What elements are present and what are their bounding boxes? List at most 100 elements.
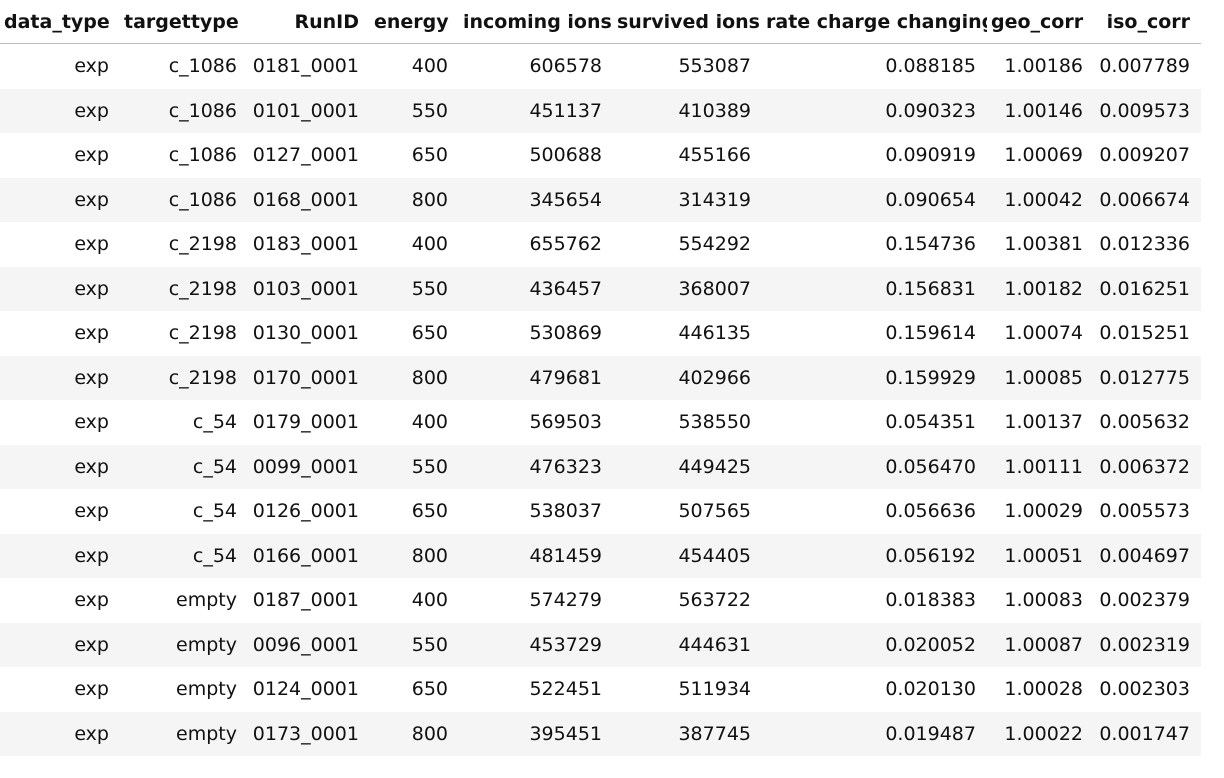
cell-runid: 0173_0001 bbox=[248, 711, 370, 756]
cell-geo-corr: 1.00029 bbox=[1004, 500, 1083, 523]
cell-targettype: c_54 bbox=[192, 500, 237, 523]
cell-iso-corr: 0.006372 bbox=[1094, 444, 1201, 489]
table-body: exp c_1086 0181_0001 400 606578 553087 0.08818… bbox=[0, 44, 1201, 756]
cell-data-type: exp bbox=[0, 88, 120, 133]
cell-energy: 550 bbox=[370, 444, 459, 489]
cell-energy: 800 bbox=[370, 533, 459, 578]
cell-targettype: c_2198 bbox=[120, 266, 248, 311]
cell-data-type: exp bbox=[74, 55, 109, 78]
cell-runid: 0187_0001 bbox=[252, 589, 359, 612]
column-header-energy: energy bbox=[370, 0, 459, 44]
table-row: exp c_2198 0103_0001 550 436457 368007 0.15683… bbox=[0, 266, 1201, 311]
cell-rate-charge-changing: 0.090919 bbox=[885, 144, 976, 167]
cell-rate-charge-changing: 0.088185 bbox=[885, 55, 976, 78]
cell-incoming-ions: 436457 bbox=[459, 266, 613, 311]
cell-survived-ions: 444631 bbox=[613, 622, 762, 667]
cell-data-type: exp bbox=[0, 711, 120, 756]
cell-geo-corr: 1.00111 bbox=[987, 444, 1094, 489]
cell-energy: 650 bbox=[411, 678, 448, 701]
cell-targettype: c_2198 bbox=[168, 233, 237, 256]
cell-data-type: exp bbox=[74, 500, 109, 523]
cell-geo-corr: 1.00085 bbox=[987, 355, 1094, 400]
column-header-data-type: data_type bbox=[0, 0, 120, 44]
cell-rate-charge-changing: 0.056636 bbox=[885, 500, 976, 523]
cell-rate-charge-changing: 0.018383 bbox=[885, 589, 976, 612]
cell-survived-ions: 454405 bbox=[613, 533, 762, 578]
cell-iso-corr: 0.005573 bbox=[1099, 500, 1190, 523]
cell-incoming-ions: 479681 bbox=[459, 355, 613, 400]
table-header: data_type targettype RunID energy incomi… bbox=[0, 0, 1201, 44]
cell-rate-charge-changing: 0.090323 bbox=[762, 88, 987, 133]
cell-runid: 0179_0001 bbox=[252, 411, 359, 434]
cell-incoming-ions: 500688 bbox=[529, 144, 602, 167]
cell-incoming-ions: 453729 bbox=[459, 622, 613, 667]
table-row: exp c_1086 0101_0001 550 451137 410389 0.09032… bbox=[0, 88, 1201, 133]
cell-targettype: c_54 bbox=[120, 533, 248, 578]
table-row: exp c_54 0126_0001 650 538037 507565 0.056636 1… bbox=[0, 489, 1201, 534]
cell-survived-ions: 449425 bbox=[613, 444, 762, 489]
table-row: exp empty 0187_0001 400 574279 563722 0.018383… bbox=[0, 578, 1201, 623]
cell-targettype: empty bbox=[176, 589, 237, 612]
cell-incoming-ions: 345654 bbox=[459, 177, 613, 222]
cell-survived-ions: 410389 bbox=[613, 88, 762, 133]
cell-runid: 0103_0001 bbox=[248, 266, 370, 311]
table-row: exp c_1086 0181_0001 400 606578 553087 0.08818… bbox=[0, 44, 1201, 89]
cell-data-type: exp bbox=[0, 266, 120, 311]
cell-energy: 650 bbox=[411, 322, 448, 345]
cell-geo-corr: 1.00083 bbox=[1004, 589, 1083, 612]
cell-targettype: empty bbox=[176, 678, 237, 701]
cell-rate-charge-changing: 0.090654 bbox=[762, 177, 987, 222]
cell-targettype: c_2198 bbox=[120, 355, 248, 400]
cell-iso-corr: 0.002303 bbox=[1099, 678, 1190, 701]
cell-energy: 400 bbox=[411, 411, 448, 434]
cell-incoming-ions: 451137 bbox=[459, 88, 613, 133]
cell-targettype: c_1086 bbox=[168, 144, 237, 167]
cell-iso-corr: 0.016251 bbox=[1094, 266, 1201, 311]
cell-iso-corr: 0.001747 bbox=[1094, 711, 1201, 756]
table-row: exp c_54 0166_0001 800 481459 454405 0.056192 1… bbox=[0, 533, 1201, 578]
table-row: exp empty 0096_0001 550 453729 444631 0.020052… bbox=[0, 622, 1201, 667]
cell-data-type: exp bbox=[74, 322, 109, 345]
cell-geo-corr: 1.00381 bbox=[1004, 233, 1083, 256]
cell-data-type: exp bbox=[0, 444, 120, 489]
cell-targettype: empty bbox=[120, 622, 248, 667]
cell-runid: 0168_0001 bbox=[248, 177, 370, 222]
cell-rate-charge-changing: 0.156831 bbox=[762, 266, 987, 311]
cell-rate-charge-changing: 0.054351 bbox=[885, 411, 976, 434]
cell-targettype: empty bbox=[120, 711, 248, 756]
cell-energy: 800 bbox=[370, 711, 459, 756]
cell-survived-ions: 507565 bbox=[678, 500, 751, 523]
table-row: exp empty 0173_0001 800 395451 387745 0.019487… bbox=[0, 711, 1201, 756]
cell-runid: 0183_0001 bbox=[252, 233, 359, 256]
cell-survived-ions: 314319 bbox=[613, 177, 762, 222]
cell-geo-corr: 1.00069 bbox=[1004, 144, 1083, 167]
cell-runid: 0181_0001 bbox=[252, 55, 359, 78]
cell-targettype: c_1086 bbox=[168, 55, 237, 78]
cell-targettype: c_1086 bbox=[120, 177, 248, 222]
table-row: exp empty 0124_0001 650 522451 511934 0.020130… bbox=[0, 667, 1201, 712]
cell-incoming-ions: 655762 bbox=[529, 233, 602, 256]
cell-rate-charge-changing: 0.056192 bbox=[762, 533, 987, 578]
cell-rate-charge-changing: 0.159614 bbox=[885, 322, 976, 345]
cell-energy: 800 bbox=[370, 177, 459, 222]
cell-rate-charge-changing: 0.020052 bbox=[762, 622, 987, 667]
cell-data-type: exp bbox=[74, 233, 109, 256]
table-row: exp c_1086 0127_0001 650 500688 455166 0.09091… bbox=[0, 133, 1201, 178]
cell-survived-ions: 387745 bbox=[613, 711, 762, 756]
cell-iso-corr: 0.004697 bbox=[1094, 533, 1201, 578]
column-header-survived-ions: survived ions bbox=[613, 0, 762, 44]
cell-geo-corr: 1.00146 bbox=[987, 88, 1094, 133]
cell-iso-corr: 0.002319 bbox=[1094, 622, 1201, 667]
cell-incoming-ions: 476323 bbox=[459, 444, 613, 489]
table-row: exp c_54 0179_0001 400 569503 538550 0.054351 1… bbox=[0, 400, 1201, 445]
cell-iso-corr: 0.015251 bbox=[1099, 322, 1190, 345]
table-row: exp c_54 0099_0001 550 476323 449425 0.056470 1… bbox=[0, 444, 1201, 489]
cell-survived-ions: 553087 bbox=[678, 55, 751, 78]
cell-targettype: c_2198 bbox=[168, 322, 237, 345]
cell-survived-ions: 511934 bbox=[678, 678, 751, 701]
cell-runid: 0099_0001 bbox=[248, 444, 370, 489]
cell-rate-charge-changing: 0.019487 bbox=[762, 711, 987, 756]
cell-survived-ions: 563722 bbox=[678, 589, 751, 612]
cell-geo-corr: 1.00028 bbox=[1004, 678, 1083, 701]
cell-geo-corr: 1.00182 bbox=[987, 266, 1094, 311]
